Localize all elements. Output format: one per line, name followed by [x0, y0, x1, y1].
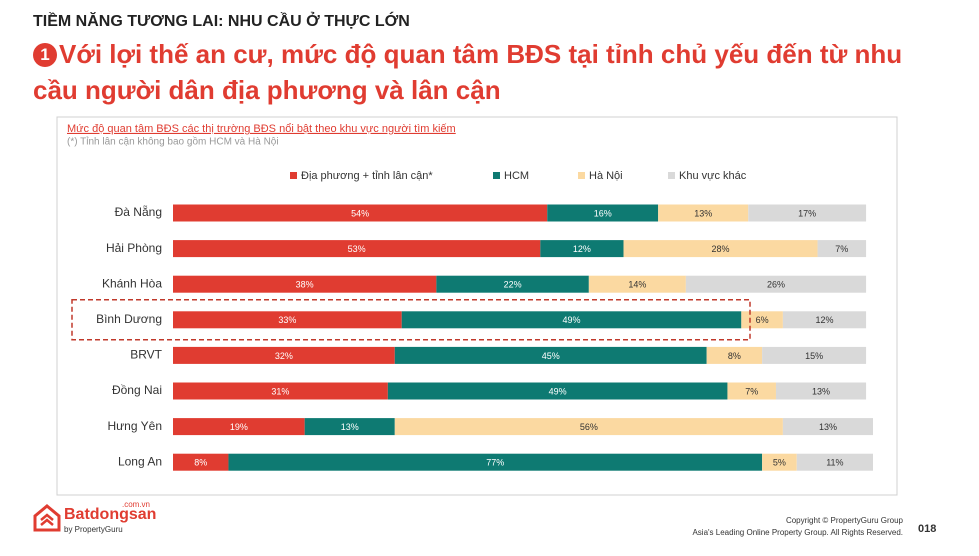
bar-segment — [387, 382, 728, 400]
bar-segment — [173, 240, 541, 258]
bar-segment — [547, 204, 659, 222]
bar-segment — [588, 275, 686, 293]
value-label: 38% — [296, 280, 314, 290]
bar-segment — [782, 311, 867, 329]
value-label: 54% — [351, 208, 369, 218]
value-label: 12% — [815, 315, 833, 325]
bar-segment — [173, 311, 402, 329]
bar-segment — [685, 275, 867, 293]
value-label: 26% — [767, 280, 785, 290]
value-label: 12% — [573, 244, 591, 254]
bar-segment — [775, 382, 867, 400]
value-label: 13% — [819, 422, 837, 432]
bar-segment — [796, 453, 873, 471]
value-label: 7% — [745, 386, 758, 396]
value-label: 28% — [712, 244, 730, 254]
value-label: 17% — [798, 208, 816, 218]
chart-title: Mức độ quan tâm BĐS các thị trường BĐS n… — [67, 123, 456, 135]
y-tick-label: Khánh Hòa — [102, 276, 162, 290]
value-label: 22% — [504, 280, 522, 290]
y-tick-label: Hưng Yên — [107, 419, 162, 433]
headline-line: 1 Với lợi thế an cư, mức độ quan tâm BĐS … — [33, 37, 902, 71]
highlight-box — [71, 299, 751, 341]
brand: Batdongsan — [64, 506, 157, 523]
y-tick-label: Đà Nẵng — [115, 204, 162, 219]
legend-label: HCM — [504, 170, 529, 182]
bar-segment — [401, 311, 742, 329]
logo-icon — [33, 504, 61, 532]
value-label: 77% — [486, 458, 504, 468]
y-tick-label: Đồng Nai — [112, 383, 162, 397]
legend-label: Khu vực khác — [679, 170, 747, 182]
headline-text: Với lợi thế an cư, mức độ quan tâm BĐS t… — [59, 39, 903, 69]
value-label: 16% — [594, 208, 612, 218]
value-label: 13% — [341, 422, 359, 432]
y-tick-label: Bình Dương — [96, 312, 162, 326]
value-label: 8% — [728, 351, 741, 361]
value-label: 19% — [230, 422, 248, 432]
bar-segment — [394, 346, 707, 364]
bar-segment — [727, 382, 776, 400]
value-label: 15% — [805, 351, 823, 361]
value-label: 11% — [826, 458, 843, 468]
byline: by PropertyGuru — [64, 525, 123, 534]
bar-segment — [782, 418, 873, 436]
value-label: 13% — [812, 386, 830, 396]
y-tick-label: Hải Phòng — [106, 241, 162, 255]
bar-segment — [762, 453, 797, 471]
bar-segment — [762, 346, 867, 364]
value-label: 45% — [542, 351, 560, 361]
value-label: 49% — [549, 386, 567, 396]
legend-swatch — [668, 172, 675, 179]
y-tick-label: Long An — [118, 454, 162, 468]
bar-segment — [228, 453, 763, 471]
legend-swatch — [290, 172, 297, 179]
bar-segment — [173, 346, 395, 364]
chart-panel — [56, 116, 898, 496]
bar-segment — [658, 204, 749, 222]
number-badge: 1 — [33, 43, 57, 67]
copyright: Copyright © PropertyGuru Group — [785, 516, 903, 525]
headline-line: cầu người dân địa phương và lân cận — [33, 75, 501, 105]
value-label: 13% — [694, 208, 712, 218]
bar-segment — [706, 346, 763, 364]
value-label: 56% — [580, 422, 598, 432]
value-label: 32% — [275, 351, 293, 361]
legend-swatch — [578, 172, 585, 179]
brand-domain: .com.vn — [122, 500, 151, 509]
bar-segment — [540, 240, 624, 258]
bar-segment — [173, 204, 548, 222]
copyright: Asia's Leading Online Property Group. Al… — [692, 528, 903, 537]
value-label: 31% — [271, 386, 289, 396]
y-tick-label: BRVT — [130, 348, 162, 362]
legend-label: Hà Nội — [589, 170, 623, 182]
value-label: 14% — [628, 280, 646, 290]
kicker: TIỀM NĂNG TƯƠNG LAI: NHU CẦU Ở THỰC LỚN — [33, 13, 410, 30]
bar-segment — [748, 204, 867, 222]
value-label: 8% — [194, 458, 207, 468]
chart-subtitle: (*) Tỉnh lân cận không bao gồm HCM và Hà… — [67, 136, 279, 148]
bar-segment — [817, 240, 867, 258]
bar-segment — [173, 275, 437, 293]
bar-segment — [741, 311, 783, 329]
value-label: 49% — [563, 315, 581, 325]
bar-segment — [173, 453, 229, 471]
value-label: 33% — [278, 315, 296, 325]
page-number: 018 — [918, 523, 937, 535]
legend-swatch — [493, 172, 500, 179]
bar-segment — [436, 275, 589, 293]
value-label: 53% — [348, 244, 366, 254]
value-label: 6% — [756, 315, 769, 325]
bar-segment — [173, 382, 388, 400]
bar-segment — [173, 418, 305, 436]
bar-segment — [394, 418, 783, 436]
legend-label: Địa phương + tỉnh lân cận* — [301, 170, 433, 182]
bar-segment — [304, 418, 395, 436]
value-label: 7% — [835, 244, 848, 254]
bar-segment — [623, 240, 818, 258]
value-label: 5% — [773, 458, 786, 468]
